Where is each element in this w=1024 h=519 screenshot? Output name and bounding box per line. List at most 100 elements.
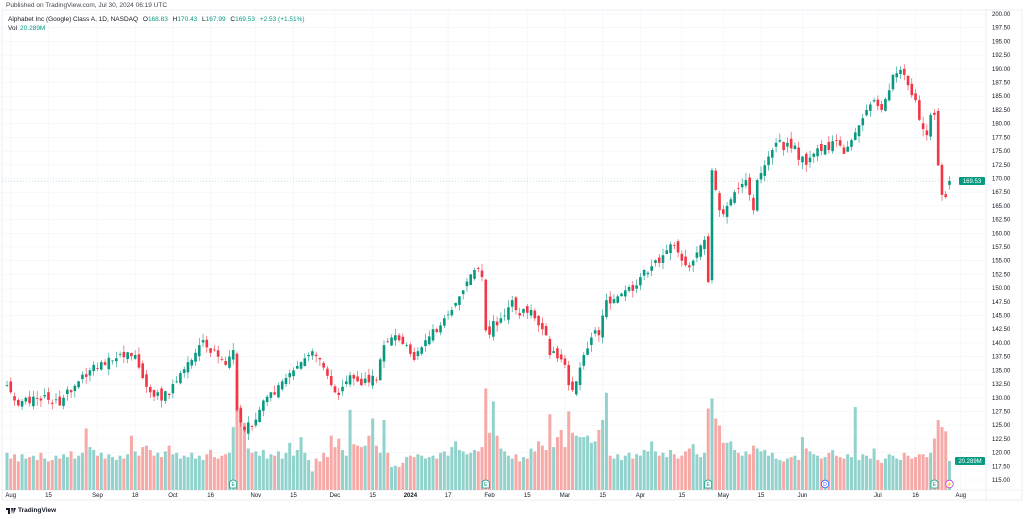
volume-bar: [431, 455, 435, 490]
volume-bar: [691, 444, 695, 490]
volume-bar: [378, 452, 382, 490]
candle-body: [706, 236, 710, 283]
candle-body: [880, 104, 883, 110]
volume-bar: [578, 437, 582, 490]
candle-body: [929, 114, 932, 137]
candle-body: [601, 315, 604, 338]
volume-bar: [680, 455, 684, 490]
y-tick-label: 187.50: [992, 81, 1011, 87]
volume-bar: [295, 449, 299, 490]
candle-body: [84, 374, 88, 377]
earnings-marker-icon[interactable]: E: [930, 479, 939, 489]
earnings-marker-icon[interactable]: E: [229, 479, 238, 489]
volume-bar: [5, 452, 9, 490]
marker-shape: [930, 479, 939, 489]
candle-body: [9, 381, 13, 393]
volume-bar: [261, 449, 265, 490]
candle-body: [54, 399, 58, 401]
candle-body: [69, 390, 73, 393]
marker-shape: [229, 479, 238, 489]
candle-body: [639, 277, 642, 286]
candles: [5, 64, 951, 441]
news-lightning-icon[interactable]: ⚡: [945, 479, 954, 489]
volume-bar: [258, 455, 262, 490]
candle-body: [510, 300, 514, 307]
candle-body: [461, 290, 465, 295]
candle-body: [220, 359, 224, 360]
candle-body: [688, 265, 691, 268]
volume-bar: [341, 449, 345, 490]
candle-body: [635, 285, 638, 289]
y-tick-label: 130.00: [992, 396, 1011, 402]
candle-body: [661, 255, 665, 263]
volume-bar: [194, 458, 197, 490]
x-tick-label: Jun: [798, 493, 808, 499]
candle-body: [318, 358, 322, 360]
candle-body: [699, 245, 702, 257]
candle-body: [458, 296, 461, 305]
volume-bar: [276, 451, 280, 490]
candle-body: [412, 352, 416, 360]
symbol-title[interactable]: Alphabet Inc (Google) Class A, 1D, NASDA…: [8, 16, 139, 23]
y-tick-label: 172.50: [992, 163, 1011, 169]
candle-body: [804, 153, 808, 165]
candle-body: [13, 396, 16, 401]
candle-body: [216, 350, 220, 357]
volume-bar: [65, 457, 69, 490]
candle-body: [797, 147, 800, 160]
marker-letter: D: [823, 482, 827, 488]
volume-bar: [329, 435, 333, 490]
volume-bar: [533, 451, 537, 490]
x-tick-label: 17: [445, 493, 452, 499]
volume-bar: [672, 454, 676, 490]
earnings-marker-icon[interactable]: E: [481, 479, 490, 489]
volume-label[interactable]: Vol: [8, 25, 18, 32]
candle-body: [231, 350, 235, 360]
earnings-marker-icon[interactable]: E: [704, 479, 713, 489]
volume-bar: [197, 455, 201, 490]
x-tick-label: Aug: [955, 493, 966, 499]
volume-bar: [265, 458, 269, 490]
volume-bar: [620, 459, 624, 490]
candle-body: [171, 384, 175, 394]
volume-bar: [548, 414, 552, 490]
volume-bar: [310, 471, 314, 490]
volume-bar: [529, 448, 533, 490]
candle-body: [213, 349, 216, 351]
volume-bar: [344, 455, 348, 490]
candle-body: [224, 361, 227, 365]
y-tick-label: 135.00: [992, 368, 1011, 374]
volume-bar: [461, 451, 465, 490]
volume-bar: [669, 449, 673, 490]
candle-body: [58, 396, 62, 406]
volume-bar: [608, 455, 612, 490]
volume-bar: [571, 432, 574, 490]
candle-body: [269, 392, 273, 398]
volume-bar: [521, 457, 525, 490]
volume-bar: [62, 454, 66, 490]
marker-letter: E: [707, 482, 711, 488]
y-tick-label: 125.00: [992, 423, 1011, 429]
volume-bar: [552, 447, 556, 490]
price-overlay: 169.53 20.289M: [2, 177, 986, 465]
candle-body: [567, 365, 571, 386]
volume-bar: [386, 452, 390, 490]
candle-body: [164, 391, 167, 401]
candle-body: [627, 287, 631, 291]
volume-bar: [231, 427, 235, 490]
x-tick-label: 15: [290, 493, 297, 499]
volume-bar: [895, 458, 899, 490]
candle-body: [390, 337, 393, 346]
candle-body: [488, 326, 491, 335]
candle-body: [39, 398, 43, 401]
candle-body: [899, 69, 902, 75]
candle-body: [793, 145, 797, 149]
volume-bar: [80, 452, 84, 490]
dividend-marker-icon[interactable]: D: [820, 479, 830, 489]
candle-body: [277, 385, 280, 398]
y-tick-label: 180.00: [992, 122, 1011, 128]
candle-body: [284, 378, 288, 385]
volume-bar: [401, 462, 405, 490]
candle-body: [755, 180, 759, 211]
